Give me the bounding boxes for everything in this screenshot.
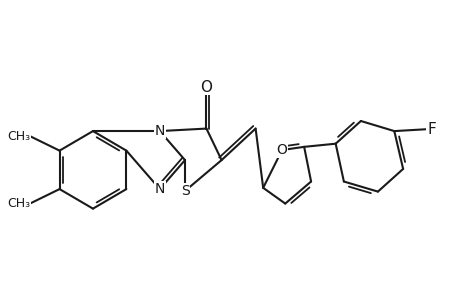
Text: O: O — [276, 143, 287, 157]
Text: CH₃: CH₃ — [7, 197, 30, 210]
Text: CH₃: CH₃ — [7, 130, 30, 142]
Text: N: N — [154, 182, 165, 196]
Text: N: N — [154, 124, 165, 138]
Text: O: O — [200, 80, 212, 94]
Text: S: S — [180, 184, 189, 198]
Text: F: F — [426, 122, 435, 137]
